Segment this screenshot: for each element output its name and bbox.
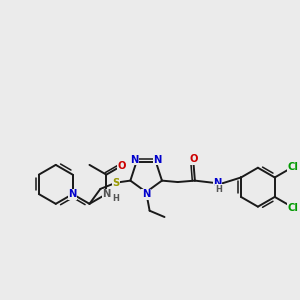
Text: H: H xyxy=(112,194,119,203)
Text: H: H xyxy=(215,185,222,194)
Text: N: N xyxy=(68,189,77,199)
Text: O: O xyxy=(118,161,126,171)
Text: N: N xyxy=(102,189,110,199)
Text: N: N xyxy=(142,189,150,200)
Text: N: N xyxy=(130,155,139,165)
Text: N: N xyxy=(154,155,162,165)
Text: S: S xyxy=(112,178,120,188)
Text: Cl: Cl xyxy=(288,203,299,213)
Text: O: O xyxy=(189,154,198,164)
Text: N: N xyxy=(214,178,222,188)
Text: Cl: Cl xyxy=(288,162,299,172)
